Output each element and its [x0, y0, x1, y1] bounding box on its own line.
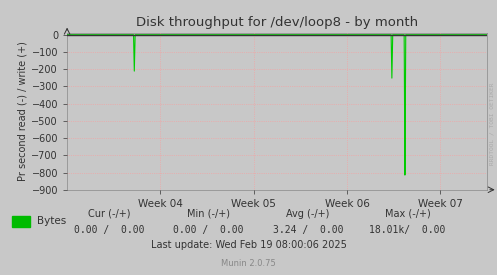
- Text: 3.24 /  0.00: 3.24 / 0.00: [273, 225, 343, 235]
- Text: RRDTOOL / TOBI OETIKER: RRDTOOL / TOBI OETIKER: [490, 82, 495, 165]
- Text: Avg (-/+): Avg (-/+): [286, 209, 330, 219]
- Text: 0.00 /  0.00: 0.00 / 0.00: [74, 225, 145, 235]
- Text: Min (-/+): Min (-/+): [187, 209, 230, 219]
- Text: 18.01k/  0.00: 18.01k/ 0.00: [369, 225, 446, 235]
- Text: 0.00 /  0.00: 0.00 / 0.00: [173, 225, 244, 235]
- Y-axis label: Pr second read (-) / write (+): Pr second read (-) / write (+): [17, 42, 27, 181]
- Title: Disk throughput for /dev/loop8 - by month: Disk throughput for /dev/loop8 - by mont…: [136, 16, 418, 29]
- Text: Cur (-/+): Cur (-/+): [88, 209, 131, 219]
- Text: Max (-/+): Max (-/+): [385, 209, 430, 219]
- Text: Last update: Wed Feb 19 08:00:06 2025: Last update: Wed Feb 19 08:00:06 2025: [151, 240, 346, 250]
- Text: Bytes: Bytes: [37, 216, 67, 226]
- Text: Munin 2.0.75: Munin 2.0.75: [221, 259, 276, 268]
